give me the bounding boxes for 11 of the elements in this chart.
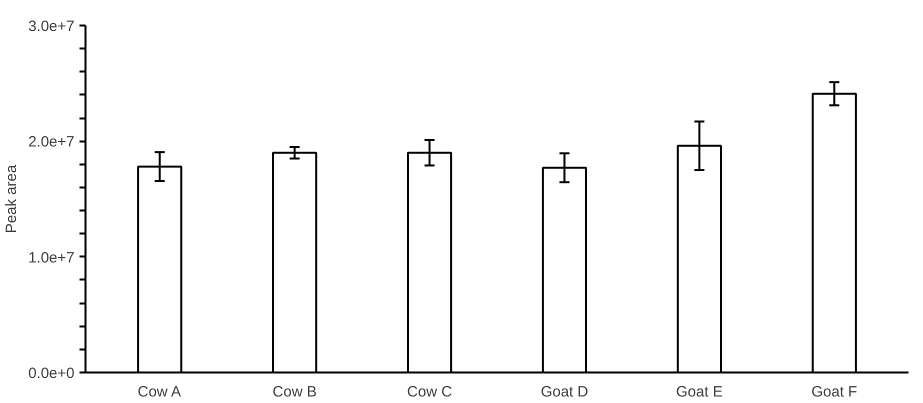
y-tick-label: 3.0e+7 (28, 18, 74, 35)
y-tick-label: 1.0e+7 (28, 249, 74, 266)
x-tick-label: Goat D (540, 384, 588, 400)
x-tick-label: Goat F (811, 384, 858, 400)
x-tick-label: Cow C (407, 384, 452, 400)
x-tick-label: Cow B (272, 384, 317, 400)
x-tick-label: Cow A (138, 384, 181, 400)
y-tick-label: 2.0e+7 (28, 134, 74, 151)
y-tick-label: 0.0e+0 (28, 365, 74, 382)
x-tick-label: Goat E (676, 384, 723, 400)
y-axis-title: Peak area (3, 164, 20, 234)
